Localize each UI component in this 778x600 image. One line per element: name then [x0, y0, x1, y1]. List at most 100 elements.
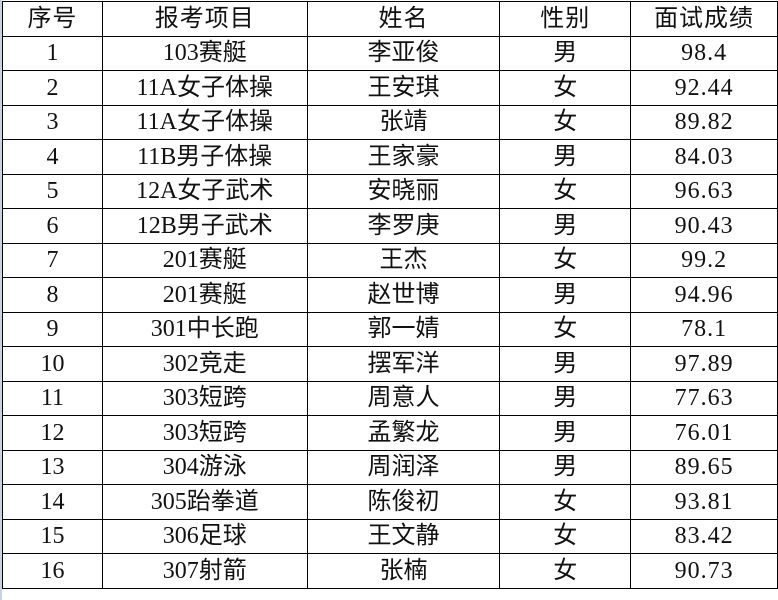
table-row: 2 11A女子体操 王安琪女 92.44	[2, 70, 778, 106]
table-row: 8 201赛艇 赵世博男 94.96	[2, 277, 778, 313]
cell-gender: 女	[499, 311, 632, 347]
cell-score: 98.4	[630, 35, 778, 71]
cell-index: 8	[2, 277, 103, 313]
header-gender: 性别	[499, 1, 632, 37]
cell-score: 94.96	[630, 277, 778, 313]
header-index: 序号	[2, 1, 103, 37]
cell-gender: 男	[499, 35, 632, 71]
table-row: 4 11B男子体操 王家豪男 84.03	[2, 139, 778, 175]
cell-name: 安晓丽	[306, 173, 501, 209]
table-row: 15 306足球 王文静女 83.42	[2, 518, 778, 554]
cell-event: 307射箭	[101, 553, 308, 589]
cell-index: 4	[2, 139, 103, 175]
cell-index: 7	[2, 242, 103, 278]
cell-name: 王家豪	[306, 139, 501, 175]
cell-name: 李亚俊	[306, 35, 501, 71]
cell-name: 王杰	[306, 242, 501, 278]
header-name: 姓名	[306, 1, 501, 37]
cell-score: 84.03	[630, 139, 778, 175]
cell-score: 83.42	[630, 518, 778, 554]
cell-score: 89.82	[630, 104, 778, 140]
cell-name: 李罗庚	[306, 208, 501, 244]
table-row: 9 301中长跑 郭一婧女 78.1	[2, 311, 778, 347]
cell-score: 90.73	[630, 553, 778, 589]
cell-score: 89.65	[630, 449, 778, 485]
cell-index: 11	[2, 380, 103, 416]
cell-index: 10	[2, 346, 103, 382]
cell-event: 11A女子体操	[101, 104, 308, 140]
cell-score: 76.01	[630, 415, 778, 451]
cell-gender: 男	[499, 346, 632, 382]
cell-gender: 男	[499, 380, 632, 416]
cell-name: 郭一婧	[306, 311, 501, 347]
cell-event: 302竞走	[101, 346, 308, 382]
cell-score: 97.89	[630, 346, 778, 382]
cell-gender: 女	[499, 553, 632, 589]
cell-score: 78.1	[630, 311, 778, 347]
table-row: 14 305跆拳道 陈俊初女 93.81	[2, 484, 778, 520]
cell-index: 5	[2, 173, 103, 209]
cell-score: 96.63	[630, 173, 778, 209]
cell-gender: 男	[499, 415, 632, 451]
cell-event: 201赛艇	[101, 277, 308, 313]
cell-event: 305跆拳道	[101, 484, 308, 520]
cell-gender: 女	[499, 484, 632, 520]
cell-gender: 女	[499, 173, 632, 209]
cell-index: 13	[2, 449, 103, 485]
cell-score: 90.43	[630, 208, 778, 244]
cell-score: 99.2	[630, 242, 778, 278]
table-row: 1 103赛艇 李亚俊男 98.4	[2, 35, 778, 71]
cell-name: 张靖	[306, 104, 501, 140]
cell-index: 2	[2, 70, 103, 106]
cell-event: 303短跨	[101, 380, 308, 416]
table-row: 11 303短跨 周意人男 77.63	[2, 380, 778, 416]
cell-event: 306足球	[101, 518, 308, 554]
cell-name: 摆军洋	[306, 346, 501, 382]
cell-index: 15	[2, 518, 103, 554]
table-row: 5 12A女子武术 安晓丽女 96.63	[2, 173, 778, 209]
cell-event: 11B男子体操	[101, 139, 308, 175]
cell-name: 王文静	[306, 518, 501, 554]
cell-name: 陈俊初	[306, 484, 501, 520]
cell-gender: 女	[499, 242, 632, 278]
cell-index: 9	[2, 311, 103, 347]
table-row: 7 201赛艇 王杰女 99.2	[2, 242, 778, 278]
cell-index: 6	[2, 208, 103, 244]
cell-event: 11A女子体操	[101, 70, 308, 106]
cell-gender: 男	[499, 449, 632, 485]
cell-gender: 男	[499, 277, 632, 313]
cell-score: 92.44	[630, 70, 778, 106]
header-event: 报考项目	[101, 1, 308, 37]
cell-gender: 女	[499, 518, 632, 554]
cell-score: 77.63	[630, 380, 778, 416]
cell-name: 周意人	[306, 380, 501, 416]
cell-name: 周润泽	[306, 449, 501, 485]
cell-index: 16	[2, 553, 103, 589]
cell-gender: 男	[499, 208, 632, 244]
cell-event: 103赛艇	[101, 35, 308, 71]
window-edge	[0, 0, 2, 600]
cell-event: 201赛艇	[101, 242, 308, 278]
header-score: 面试成绩	[630, 1, 778, 37]
table-row: 13 304游泳 周润泽男 89.65	[2, 449, 778, 485]
table-row: 10 302竞走 摆军洋男 97.89	[2, 346, 778, 382]
table-row: 12 303短跨 孟繁龙男 76.01	[2, 415, 778, 451]
cell-name: 张楠	[306, 553, 501, 589]
cell-event: 12B男子武术	[101, 208, 308, 244]
cell-event: 303短跨	[101, 415, 308, 451]
cell-name: 赵世博	[306, 277, 501, 313]
cell-index: 3	[2, 104, 103, 140]
table-row: 6 12B男子武术 李罗庚男 90.43	[2, 208, 778, 244]
cell-index: 14	[2, 484, 103, 520]
header-row: 序号 报考项目 姓名 性别 面试成绩	[2, 1, 778, 37]
results-table: 序号 报考项目 姓名 性别 面试成绩 1 103赛艇 李亚俊男 98.4 2 11A女子体…	[2, 1, 778, 589]
cell-name: 王安琪	[306, 70, 501, 106]
table-row: 3 11A女子体操 张靖女 89.82	[2, 104, 778, 140]
cell-event: 304游泳	[101, 449, 308, 485]
cell-gender: 女	[499, 70, 632, 106]
cell-gender: 男	[499, 139, 632, 175]
table-row: 16 307射箭 张楠女 90.73	[2, 553, 778, 589]
cell-score: 93.81	[630, 484, 778, 520]
cell-index: 1	[2, 35, 103, 71]
cell-event: 12A女子武术	[101, 173, 308, 209]
